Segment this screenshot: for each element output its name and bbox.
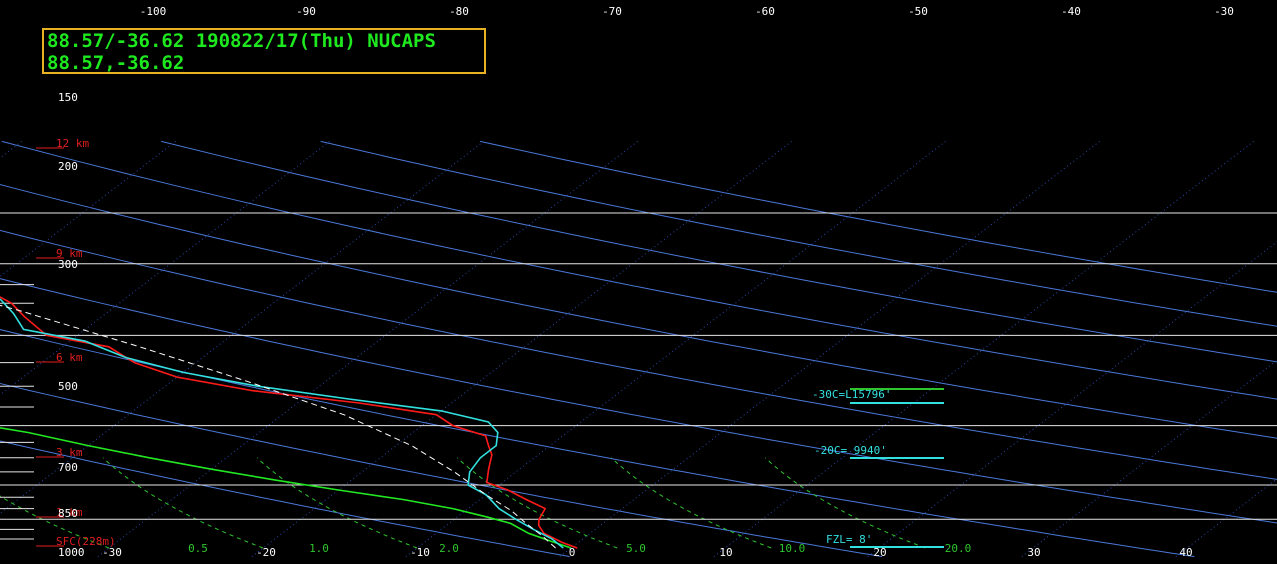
bottom-temp-label: 30 (1027, 546, 1040, 559)
isotherm-line (559, 141, 1100, 558)
pressure-label: 500 (58, 380, 78, 393)
isotherm-line (1175, 478, 1277, 558)
height-label: 6 km (56, 351, 83, 364)
isotherm-line (251, 141, 792, 558)
height-label: 12 km (56, 137, 89, 150)
isotherm-line (405, 141, 946, 558)
dry-adiabat-lines (0, 140, 1277, 558)
dry-adiabat (1, 140, 1277, 400)
location-info-box: 88.57/-36.62 190822/17(Thu) NUCAPS 88.57… (42, 28, 486, 74)
top-temp-label: -70 (602, 5, 622, 18)
level-markers (850, 388, 944, 548)
isotherm-line (1021, 359, 1277, 558)
height-label: SFC(228m) (56, 535, 116, 548)
top-temp-label: -40 (1061, 5, 1081, 18)
dry-adiabat (0, 329, 1195, 558)
level-annotation: -30C=L15796' (812, 388, 891, 401)
pressure-label: 1000 (58, 546, 85, 559)
mixing-ratio-line (256, 457, 418, 549)
location-time-label: 88.57/-36.62 190822/17(Thu) NUCAPS (47, 30, 436, 52)
top-temp-label: -80 (449, 5, 469, 18)
dry-adiabat (0, 383, 883, 558)
mixing-ratio-lines (0, 457, 926, 549)
bottom-temp-label: 0 (569, 546, 576, 559)
mixing-ratio-line (102, 457, 264, 549)
dry-adiabat (0, 229, 1277, 480)
mixing-ratio-label: 10.0 (779, 542, 806, 555)
top-temp-label: -90 (296, 5, 316, 18)
axis-labels: -100 -90 -80 -70 -60 -50 -40 -30-30 -20 -10 0 10 20 3… (58, 5, 1234, 559)
top-temp-label: -60 (755, 5, 775, 18)
top-temp-label: -50 (908, 5, 928, 18)
pressure-label: 700 (58, 461, 78, 474)
pressure-label: 300 (58, 258, 78, 271)
mixing-ratio-label: 20.0 (945, 542, 972, 555)
cyan-profile-line (0, 298, 564, 549)
dry-adiabat (0, 440, 570, 558)
bottom-temp-label: -30 (102, 546, 122, 559)
mixing-ratio-line (456, 457, 618, 549)
isotherm-line (0, 141, 484, 515)
temperature-line (0, 296, 578, 549)
isobar-lines (0, 212, 1277, 520)
level-annotation: -20C= 9940' (814, 444, 887, 457)
isotherm-lines (0, 141, 1277, 558)
dry-adiabat (479, 140, 1277, 293)
top-temp-label: -100 (140, 5, 167, 18)
green-profile-line (0, 427, 572, 549)
mixing-ratio-label: 0.5 (188, 542, 208, 555)
pressure-label: 850 (58, 507, 78, 520)
isotherm-line (713, 141, 1254, 558)
level-annotation: FZL= 8' (826, 533, 872, 546)
bottom-temp-label: -10 (410, 546, 430, 559)
isotherm-line (867, 241, 1277, 558)
dry-adiabat (0, 278, 1277, 524)
mixing-ratio-line (610, 457, 772, 549)
pressure-label: 150 (58, 91, 78, 104)
mixing-ratio-line (764, 457, 926, 549)
isotherm-line (97, 141, 638, 558)
bottom-temp-label: 20 (873, 546, 886, 559)
isotherm-line (0, 141, 22, 159)
parcel-line (0, 304, 556, 549)
mixing-ratio-line (0, 495, 110, 549)
mixing-ratio-label: 1.0 (309, 542, 329, 555)
top-temp-label: -30 (1214, 5, 1234, 18)
pressure-label: 200 (58, 160, 78, 173)
mixing-ratio-label: 5.0 (626, 542, 646, 555)
bottom-temp-label: 10 (719, 546, 732, 559)
dry-adiabat (320, 140, 1277, 327)
bottom-temp-label: 40 (1179, 546, 1192, 559)
dry-adiabat (0, 184, 1277, 439)
profile-lines (0, 296, 578, 549)
height-markers: 12 km 9 km 6 km 3 km 1 km SFC(228m) (36, 137, 116, 548)
height-label: 9 km (56, 247, 83, 260)
coordinates-label: 88.57,-36.62 (47, 52, 185, 74)
height-label: 1 km (56, 506, 83, 519)
pressure-ticks (0, 284, 34, 540)
dry-adiabat (161, 140, 1277, 363)
isotherm-line (0, 141, 330, 396)
mixing-ratio-label: 2.0 (439, 542, 459, 555)
height-label: 3 km (56, 446, 83, 459)
isotherm-line (0, 141, 176, 278)
bottom-temp-label: -20 (256, 546, 276, 559)
